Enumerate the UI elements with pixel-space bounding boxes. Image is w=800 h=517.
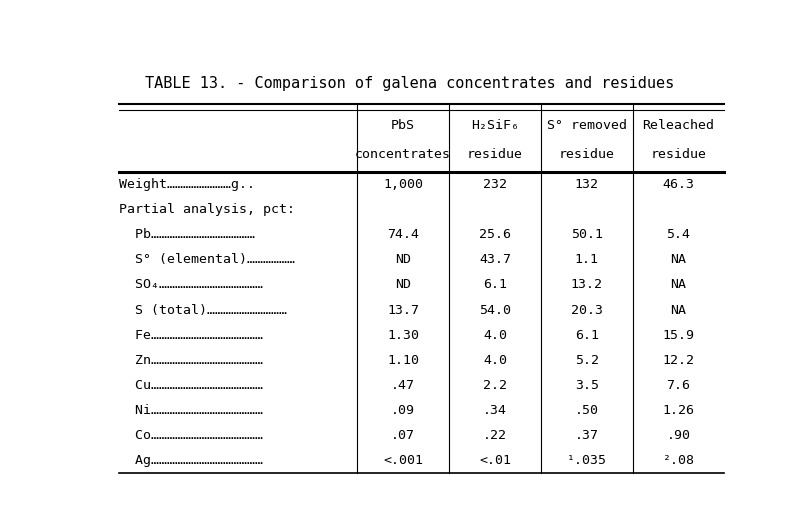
Text: ND: ND [395,253,411,266]
Text: H₂SiF₆: H₂SiF₆ [471,119,519,132]
Text: 2.2: 2.2 [483,379,507,392]
Text: residue: residue [650,148,706,161]
Text: S° removed: S° removed [546,119,626,132]
Text: 232: 232 [483,178,507,191]
Text: <.01: <.01 [479,454,511,467]
Text: 74.4: 74.4 [387,229,419,241]
Text: .07: .07 [391,429,415,442]
Text: .90: .90 [666,429,690,442]
Text: Partial analysis, pct:: Partial analysis, pct: [118,203,294,216]
Text: SO₄…………………………………: SO₄………………………………… [118,279,262,292]
Text: 13.7: 13.7 [387,303,419,316]
Text: NA: NA [670,303,686,316]
Text: .22: .22 [483,429,507,442]
Text: ¹.035: ¹.035 [566,454,606,467]
Text: .37: .37 [574,429,598,442]
Text: NA: NA [670,279,686,292]
Text: 1.10: 1.10 [387,354,419,367]
Text: 1,000: 1,000 [383,178,423,191]
Text: Zn……………………………………: Zn…………………………………… [118,354,262,367]
Text: ND: ND [395,279,411,292]
Text: 12.2: 12.2 [662,354,694,367]
Text: 13.2: 13.2 [570,279,602,292]
Text: .50: .50 [574,404,598,417]
Text: 7.6: 7.6 [666,379,690,392]
Text: 1.26: 1.26 [662,404,694,417]
Text: 54.0: 54.0 [479,303,511,316]
Text: 25.6: 25.6 [479,229,511,241]
Text: ².08: ².08 [662,454,694,467]
Text: Ag……………………………………: Ag…………………………………… [118,454,262,467]
Text: 43.7: 43.7 [479,253,511,266]
Text: TABLE 13. - Comparison of galena concentrates and residues: TABLE 13. - Comparison of galena concent… [146,76,674,91]
Text: concentrates: concentrates [355,148,451,161]
Text: 6.1: 6.1 [574,329,598,342]
Text: 1.1: 1.1 [574,253,598,266]
Text: S (total)…………………………: S (total)………………………… [118,303,286,316]
Text: <.001: <.001 [383,454,423,467]
Text: NA: NA [670,253,686,266]
Text: 6.1: 6.1 [483,279,507,292]
Text: .34: .34 [483,404,507,417]
Text: PbS: PbS [391,119,415,132]
Text: .09: .09 [391,404,415,417]
Text: Ni……………………………………: Ni…………………………………… [118,404,262,417]
Text: 5.4: 5.4 [666,229,690,241]
Text: .47: .47 [391,379,415,392]
Text: 5.2: 5.2 [574,354,598,367]
Text: Fe……………………………………: Fe…………………………………… [118,329,262,342]
Text: Pb…………………………………: Pb………………………………… [118,229,254,241]
Text: Weight……………………g..: Weight……………………g.. [118,178,254,191]
Text: 50.1: 50.1 [570,229,602,241]
Text: 15.9: 15.9 [662,329,694,342]
Text: 1.30: 1.30 [387,329,419,342]
Text: Releached: Releached [642,119,714,132]
Text: residue: residue [558,148,614,161]
Text: residue: residue [467,148,523,161]
Text: 132: 132 [574,178,598,191]
Text: 4.0: 4.0 [483,354,507,367]
Text: 20.3: 20.3 [570,303,602,316]
Text: 4.0: 4.0 [483,329,507,342]
Text: 46.3: 46.3 [662,178,694,191]
Text: S° (elemental)………………: S° (elemental)……………… [118,253,294,266]
Text: Cu……………………………………: Cu…………………………………… [118,379,262,392]
Text: 3.5: 3.5 [574,379,598,392]
Text: Co……………………………………: Co…………………………………… [118,429,262,442]
